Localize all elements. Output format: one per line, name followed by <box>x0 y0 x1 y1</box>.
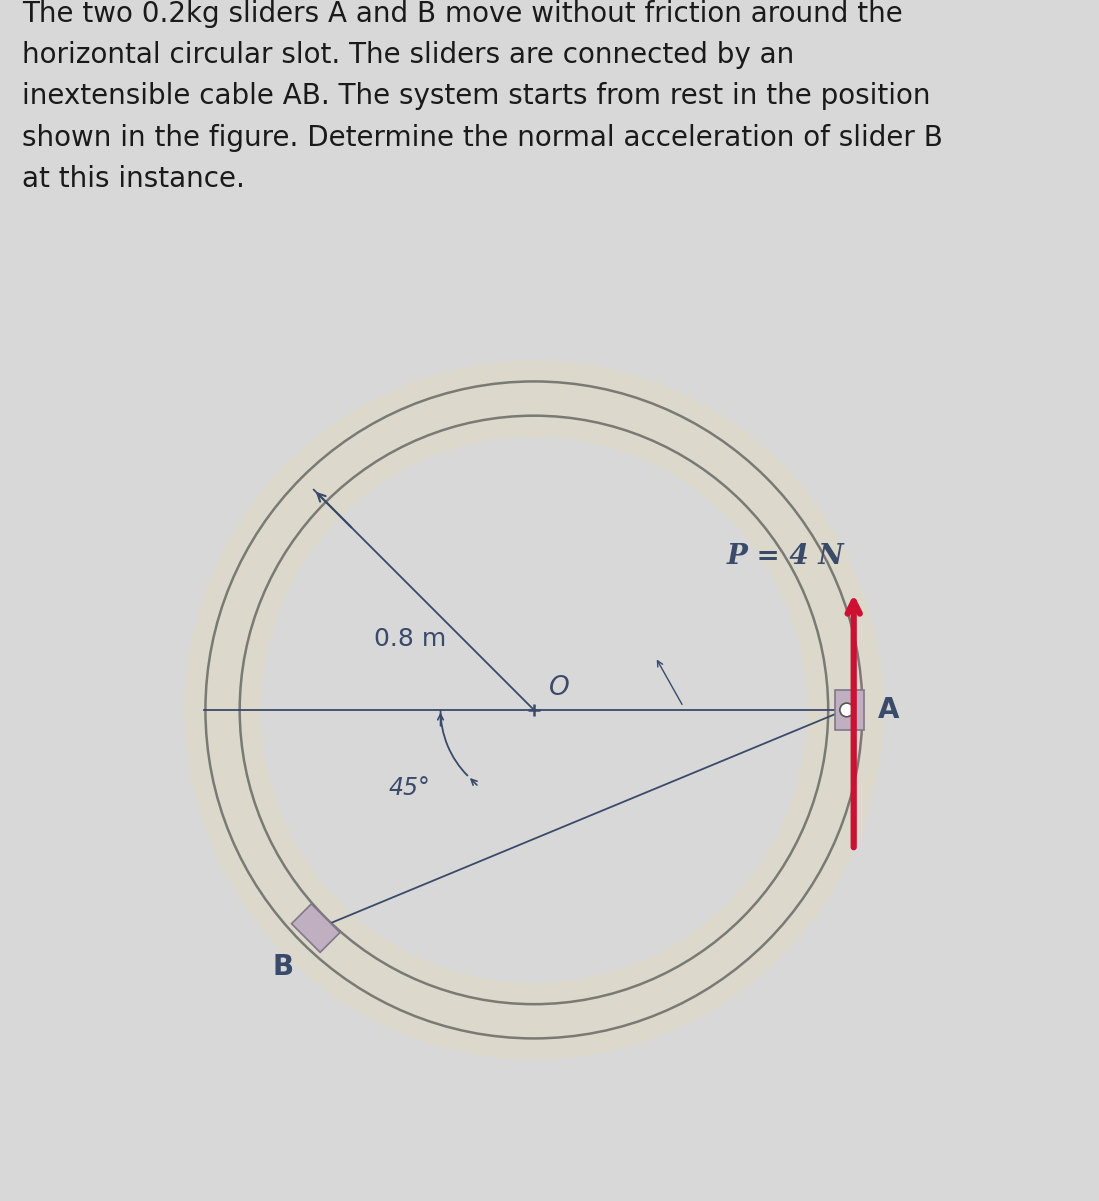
Text: O: O <box>548 675 569 701</box>
Text: The two 0.2kg sliders A and B move without friction around the
horizontal circul: The two 0.2kg sliders A and B move witho… <box>22 0 943 193</box>
Text: A: A <box>878 695 900 724</box>
Text: P = 4 N: P = 4 N <box>726 543 844 569</box>
Text: 0.8 m: 0.8 m <box>374 627 446 651</box>
Bar <box>291 904 340 952</box>
Bar <box>835 689 864 730</box>
Text: 45°: 45° <box>388 776 431 800</box>
Text: B: B <box>273 954 293 981</box>
Circle shape <box>840 703 854 717</box>
